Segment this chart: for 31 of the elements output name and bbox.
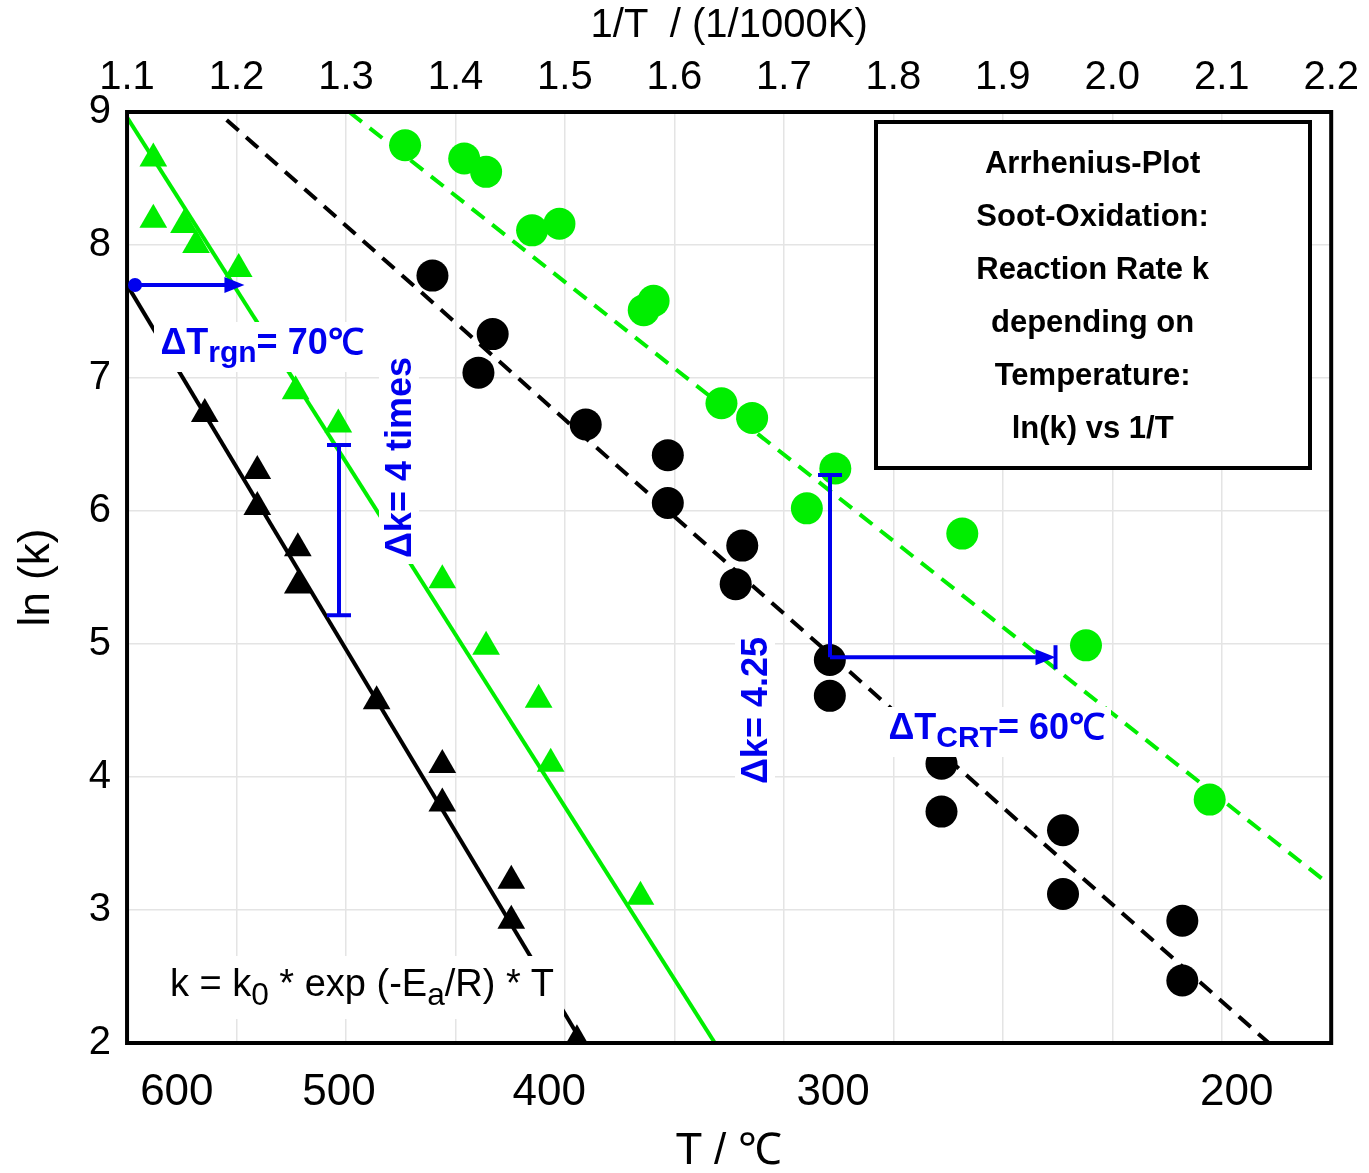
x-tick-label: 1.9 xyxy=(974,53,1031,98)
annotation: Δk= 4.25 xyxy=(733,631,775,791)
x-tick-label: 1.3 xyxy=(318,53,374,98)
x-tick-label: 2.2 xyxy=(1303,53,1359,98)
x-tick-label: 1.6 xyxy=(646,53,703,98)
x-tick-label: 1.7 xyxy=(756,53,812,98)
y-tick-label: 7 xyxy=(88,353,112,398)
y-tick-label: 4 xyxy=(88,752,112,797)
x-tick-label: 1.2 xyxy=(208,53,265,98)
x-tick-label: 1.5 xyxy=(537,53,593,98)
x-tick-label: 2.1 xyxy=(1193,53,1250,98)
y-tick-label: 5 xyxy=(88,619,112,664)
annotation: k = k$_{0}$ * exp (-E$_{a}$/R) * T xyxy=(159,956,564,1020)
text: 300 xyxy=(796,1065,870,1115)
y-tick-label: 6 xyxy=(88,486,112,531)
y-tick-label: 3 xyxy=(88,885,112,930)
x-tick-label: 1.4 xyxy=(427,53,484,98)
x-tick-label: 1.8 xyxy=(865,53,922,98)
text: 200 xyxy=(1200,1065,1274,1115)
text: 500 xyxy=(302,1065,376,1115)
y-tick-label: 8 xyxy=(88,220,112,265)
x-axis-title: 1/T / (1/1000K) xyxy=(590,1,868,46)
x-tick-label: 2.0 xyxy=(1084,53,1141,98)
annotation: Δk= 4 times xyxy=(377,351,419,565)
text: 600 xyxy=(140,1065,214,1115)
text: T / ℃ xyxy=(675,1123,783,1173)
annotation: ΔT$_{CRT}$= 60℃ xyxy=(882,705,1111,757)
y-tick-label: 2 xyxy=(88,1018,112,1063)
text: 400 xyxy=(512,1065,586,1115)
y-axis-title: ln (k) xyxy=(8,528,58,627)
annotation: ΔT$_{rgn}$= 70℃ xyxy=(154,321,370,373)
